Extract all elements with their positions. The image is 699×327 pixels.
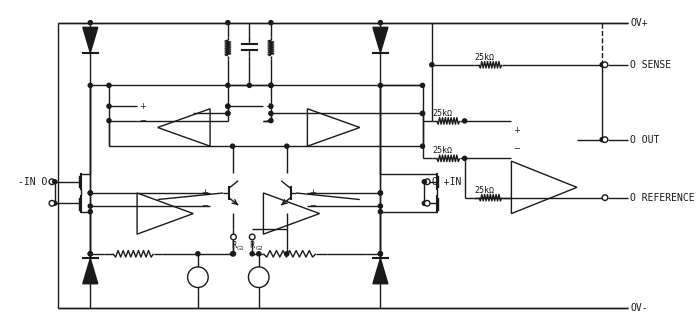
Text: O OUT: O OUT [630,135,660,145]
Circle shape [187,267,208,287]
Text: 25kΩ: 25kΩ [433,146,453,155]
Text: 25kΩ: 25kΩ [475,186,495,195]
Circle shape [420,83,424,87]
Circle shape [269,112,273,115]
Circle shape [378,252,382,256]
Circle shape [602,137,608,143]
Text: +: + [266,102,273,111]
Circle shape [250,234,255,240]
Circle shape [420,144,424,148]
Text: OV+: OV+ [630,18,648,28]
Circle shape [196,252,200,256]
Circle shape [226,83,230,87]
Polygon shape [82,258,98,284]
Circle shape [378,252,382,256]
Circle shape [602,195,608,200]
Text: G2: G2 [256,246,264,251]
Circle shape [378,204,382,208]
Circle shape [420,112,424,115]
Circle shape [420,112,424,115]
Circle shape [88,191,92,195]
Circle shape [378,21,382,25]
Text: 25kΩ: 25kΩ [475,53,495,62]
Circle shape [424,200,430,206]
Text: +: + [139,102,146,111]
Circle shape [430,63,434,67]
Circle shape [247,83,252,87]
Circle shape [88,191,92,195]
Circle shape [257,252,261,256]
Text: −: − [139,116,146,125]
Circle shape [378,191,382,195]
Circle shape [88,210,92,214]
Circle shape [269,119,273,123]
Text: O REFERENCE: O REFERENCE [630,193,695,203]
Circle shape [602,62,608,68]
Text: 25kΩ: 25kΩ [433,109,453,118]
Circle shape [231,252,235,256]
Circle shape [88,21,92,25]
Text: −: − [266,116,273,125]
Text: R: R [250,241,255,250]
Circle shape [49,200,55,206]
Circle shape [107,119,111,123]
Circle shape [226,21,230,25]
Text: O SENSE: O SENSE [630,60,671,70]
Text: OV-: OV- [630,303,648,313]
Circle shape [88,252,92,256]
Circle shape [284,252,289,256]
Circle shape [269,83,273,87]
Circle shape [226,104,230,108]
Circle shape [49,179,55,184]
Text: +: + [201,188,208,198]
Circle shape [378,191,382,195]
Circle shape [422,201,426,205]
Circle shape [248,267,269,287]
Circle shape [226,112,230,115]
Text: +: + [310,188,317,198]
Circle shape [269,104,273,108]
Circle shape [52,201,57,205]
Circle shape [600,63,604,67]
Circle shape [226,112,230,115]
Circle shape [600,138,604,142]
Text: −: − [201,201,208,211]
Circle shape [269,83,273,87]
Circle shape [231,144,235,148]
Circle shape [284,144,289,148]
Circle shape [88,204,92,208]
Circle shape [424,179,430,184]
Polygon shape [373,27,388,53]
Circle shape [422,180,426,184]
Text: −: − [310,201,317,211]
Circle shape [231,252,236,256]
Circle shape [378,210,382,214]
Text: -IN O: -IN O [18,177,48,187]
Circle shape [463,119,467,123]
Text: +: + [514,126,521,135]
Text: G1: G1 [237,246,245,251]
Circle shape [88,83,92,87]
Polygon shape [82,27,98,53]
Circle shape [52,180,57,184]
Text: −: − [514,144,521,153]
Circle shape [107,83,111,87]
Circle shape [269,21,273,25]
Circle shape [250,252,254,256]
Text: O +IN: O +IN [432,177,461,187]
Polygon shape [373,258,388,284]
Circle shape [88,252,92,256]
Circle shape [226,104,230,108]
Circle shape [231,234,236,240]
Circle shape [463,156,467,161]
Circle shape [378,83,382,87]
Text: R: R [231,241,236,250]
Circle shape [107,104,111,108]
